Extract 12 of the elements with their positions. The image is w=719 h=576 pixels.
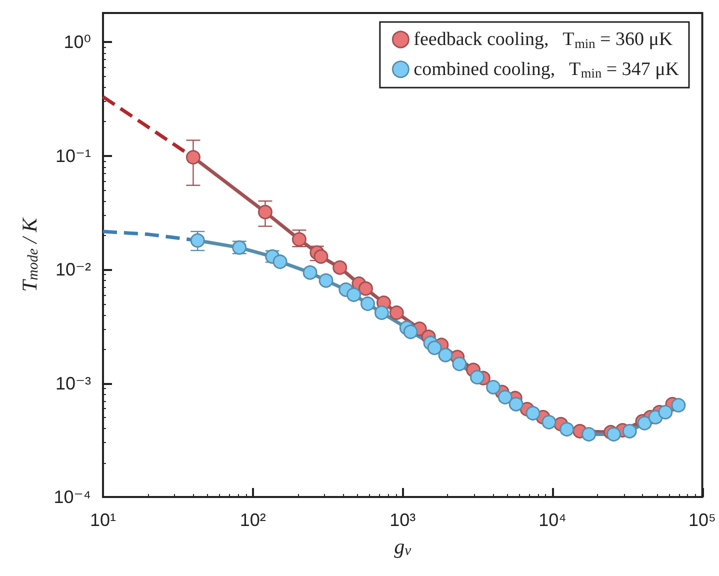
y-tick-label: 10⁻⁴	[54, 487, 91, 507]
x-tick-label: 10³	[390, 510, 416, 530]
x-tick-label: 10¹	[90, 510, 116, 530]
x-axis-title: gv	[394, 534, 412, 559]
x-tick-label: 10⁵	[688, 510, 716, 530]
y-axis-title: Tmode / K	[17, 217, 42, 292]
y-tick-label: 10⁻³	[55, 373, 91, 394]
x-tick-label: 10²	[240, 510, 266, 530]
x-tick-label: 10⁴	[538, 510, 566, 530]
y-tick-label: 10⁰	[64, 32, 91, 52]
y-tick-label: 10⁻²	[55, 260, 91, 280]
y-tick-label: 10⁻¹	[55, 146, 91, 166]
